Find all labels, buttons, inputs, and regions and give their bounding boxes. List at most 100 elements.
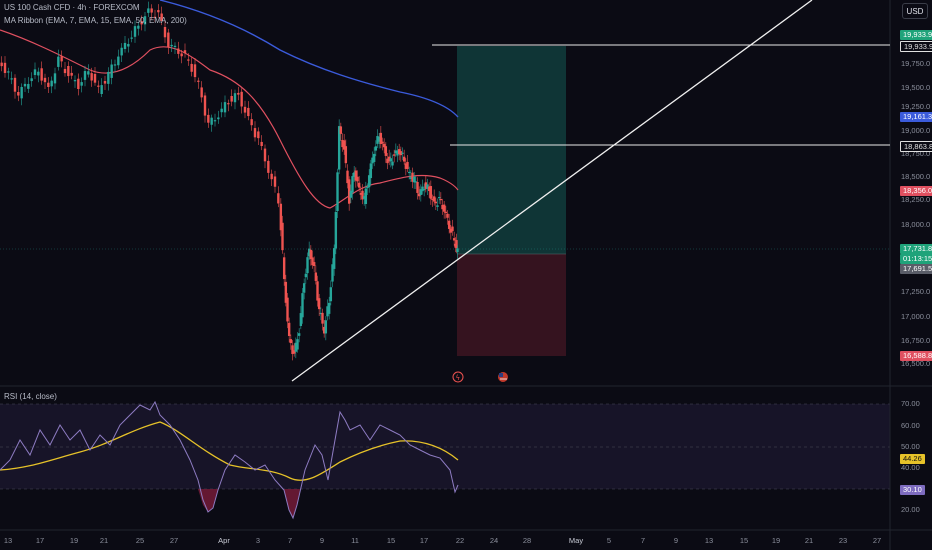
- candle-body: [294, 342, 298, 352]
- candle-body: [110, 64, 113, 78]
- price-axis-label: 16,500.0: [901, 359, 931, 368]
- rsi-ma-line: [0, 421, 459, 481]
- candle-body: [220, 108, 223, 113]
- rsi-axis-label: 40.00: [901, 463, 920, 472]
- time-axis-label: 9: [319, 536, 325, 545]
- candle-body: [190, 63, 193, 72]
- candle-body: [447, 220, 451, 229]
- candle-body: [321, 312, 324, 324]
- candle-body: [336, 172, 339, 212]
- time-axis-label: 17: [35, 536, 45, 545]
- candle-body: [389, 158, 393, 162]
- currency-button[interactable]: USD: [902, 3, 928, 19]
- badge-prev-close: 17,691.5: [900, 264, 932, 274]
- time-axis-label: 11: [351, 536, 359, 545]
- candle-body: [334, 211, 338, 249]
- time-axis-label: 15: [386, 536, 396, 545]
- candle-body: [233, 93, 237, 103]
- candle-body: [3, 62, 7, 74]
- candle-body: [197, 80, 200, 82]
- candle-body: [286, 297, 289, 322]
- candle-body: [332, 248, 336, 269]
- candle-body: [427, 186, 431, 192]
- candle-body: [133, 26, 137, 37]
- time-axis-label: 19: [771, 536, 781, 545]
- candle-body: [316, 281, 319, 301]
- candle-body: [40, 68, 43, 81]
- candle-body: [416, 182, 419, 193]
- candle-body: [253, 128, 257, 138]
- candle-body: [356, 176, 359, 182]
- candle-body: [439, 198, 443, 201]
- candle-body: [359, 192, 363, 195]
- candle-body: [371, 157, 374, 164]
- rsi-legend[interactable]: RSI (14, close): [4, 392, 57, 401]
- time-axis-label: 24: [489, 536, 499, 545]
- stop-zone: [457, 254, 566, 356]
- chart-title: US 100 Cash CFD · 4h · FOREXCOM: [4, 3, 140, 12]
- candle-body: [451, 226, 454, 232]
- candle-body: [60, 56, 63, 62]
- candle-body: [402, 156, 406, 162]
- candle-body: [123, 42, 127, 50]
- candle-body: [267, 160, 270, 173]
- candle-body: [412, 176, 416, 183]
- time-axis-label: 9: [673, 536, 679, 545]
- candle-body: [304, 273, 308, 278]
- time-axis-label: 7: [287, 536, 293, 545]
- candle-body: [399, 151, 403, 156]
- candle-body: [127, 43, 130, 47]
- candle-body: [167, 32, 170, 48]
- badge-ema50: 18,356.0: [900, 186, 932, 196]
- candle-body: [329, 287, 333, 302]
- candle-body: [227, 103, 230, 105]
- candle-body: [344, 146, 348, 164]
- candle-body: [180, 53, 183, 57]
- candle-body: [70, 72, 73, 76]
- candle-body: [417, 193, 421, 197]
- candle-body: [322, 326, 326, 334]
- badge-level-top: 19,933.9: [900, 30, 932, 40]
- time-axis-label: 22: [455, 536, 465, 545]
- candle-body: [369, 163, 373, 179]
- time-axis-label: 15: [739, 536, 749, 545]
- candle-body: [289, 339, 293, 344]
- price-axis-label: 18,500.0: [901, 172, 931, 181]
- badge-stop: 16,588.8: [900, 351, 932, 361]
- candle-body: [230, 96, 233, 102]
- rsi-band: [0, 404, 890, 489]
- price-axis-label: 17,250.0: [901, 287, 931, 296]
- candle-body: [270, 173, 273, 180]
- candle-body: [299, 313, 303, 327]
- candle-body: [100, 85, 103, 94]
- candle-body: [422, 188, 426, 191]
- candle-body: [434, 201, 438, 204]
- candle-body: [456, 248, 459, 252]
- candle-body: [291, 345, 294, 354]
- candle-body: [386, 158, 389, 164]
- candle-body: [352, 172, 356, 177]
- candle-body: [207, 114, 210, 123]
- candle-body: [83, 71, 87, 80]
- time-axis-label: 13: [3, 536, 13, 545]
- event-flash-icon: [452, 371, 464, 383]
- time-axis-label: 21: [804, 536, 814, 545]
- candle-body: [307, 248, 311, 257]
- candle-body: [277, 193, 280, 204]
- candle-body: [432, 196, 436, 202]
- candle-body: [311, 257, 314, 266]
- candle-body: [80, 82, 83, 86]
- ma-ribbon-legend[interactable]: MA Ribbon (EMA, 7, EMA, 15, EMA, 50, EMA…: [4, 16, 187, 25]
- time-axis-label: Apr: [218, 536, 230, 545]
- time-axis-label: 27: [872, 536, 882, 545]
- candle-body: [364, 188, 368, 204]
- candle-body: [397, 149, 401, 154]
- candle-body: [53, 73, 57, 84]
- time-axis-label: 17: [419, 536, 429, 545]
- ema50-line: [0, 29, 459, 209]
- candle-body: [73, 80, 77, 82]
- badge-ema200: 19,161.3: [900, 112, 932, 122]
- candle-body: [200, 87, 203, 98]
